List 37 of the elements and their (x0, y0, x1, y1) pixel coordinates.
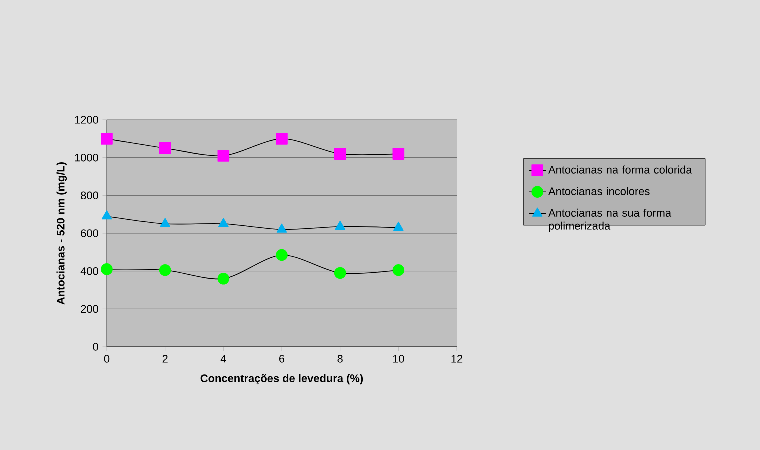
point (101, 264, 113, 276)
x-tick-label: 4 (220, 355, 226, 363)
point (218, 150, 230, 162)
point (101, 133, 113, 145)
legend-label: Antocianas na forma colorida (548, 166, 692, 174)
legend-label: Antocianas incolores (548, 187, 650, 196)
point (276, 249, 288, 262)
x-axis-title: Concentrações de levedura (%) (200, 374, 364, 385)
y-tick-label: 400 (80, 267, 98, 276)
point (160, 218, 170, 228)
y-tick-label: 200 (81, 305, 98, 314)
point (276, 133, 288, 145)
point (392, 264, 405, 276)
point (159, 264, 172, 276)
point (392, 148, 405, 160)
legend-label: Antocianas na sua forma polimerizada (548, 208, 672, 232)
x-tick-label: 6 (280, 355, 285, 363)
x-tick-label: 12 (452, 355, 463, 363)
y-tick-label: 0 (93, 343, 98, 351)
x-tick-label: 8 (338, 355, 343, 363)
point (276, 224, 288, 233)
point (218, 218, 229, 228)
x-tick-label: 2 (162, 355, 168, 363)
y-axis-title: Antocianas - 520 nm (mg/L) (56, 162, 68, 305)
point (159, 142, 172, 154)
y-tick-label: 1200 (75, 116, 98, 124)
point (334, 148, 346, 160)
point (334, 267, 346, 280)
y-tick-label: 1000 (75, 154, 98, 162)
y-tick-label: 800 (81, 192, 98, 200)
point (394, 222, 404, 231)
point (102, 210, 112, 220)
x-tick-label: 10 (393, 355, 404, 363)
x-tick-label: 0 (104, 355, 110, 363)
point (218, 273, 230, 285)
point (335, 220, 346, 230)
y-tick-label: 600 (81, 230, 98, 238)
